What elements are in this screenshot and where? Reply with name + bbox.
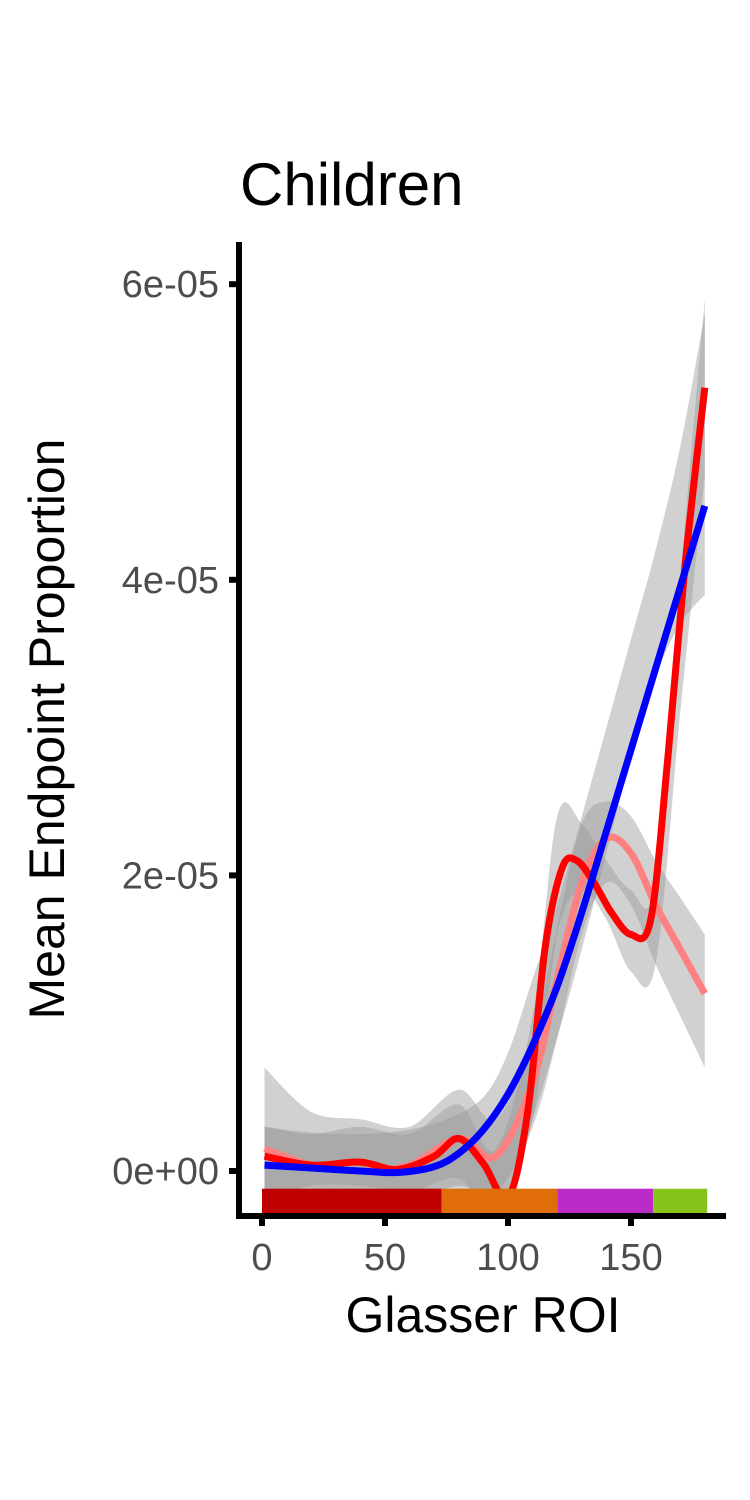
axes	[236, 242, 726, 1219]
series-layer	[263, 299, 709, 1216]
tick-layer: 0e+00 2e-05 4e-05 6e-05 0 50 100 150	[112, 264, 662, 1279]
x-tick-label: 150	[599, 1237, 662, 1279]
y-tick-label: 2e-05	[122, 855, 219, 897]
x-tick-label: 50	[364, 1237, 406, 1279]
y-tick-label: 0e+00	[112, 1151, 219, 1193]
x-tick-label: 0	[251, 1237, 272, 1279]
y-tick-label: 4e-05	[122, 560, 219, 602]
chart-title: Children	[240, 151, 463, 218]
y-tick-label: 6e-05	[122, 264, 219, 306]
y-axis-title: Mean Endpoint Proportion	[19, 439, 75, 1020]
x-axis-title: Glasser ROI	[345, 1287, 620, 1343]
smooth-line-6	[264, 504, 709, 1177]
smooth-line-5	[263, 387, 709, 1203]
confidence-ribbon-1	[264, 313, 705, 1216]
confidence-ribbon-3	[264, 299, 705, 1216]
x-tick-label: 100	[476, 1237, 539, 1279]
